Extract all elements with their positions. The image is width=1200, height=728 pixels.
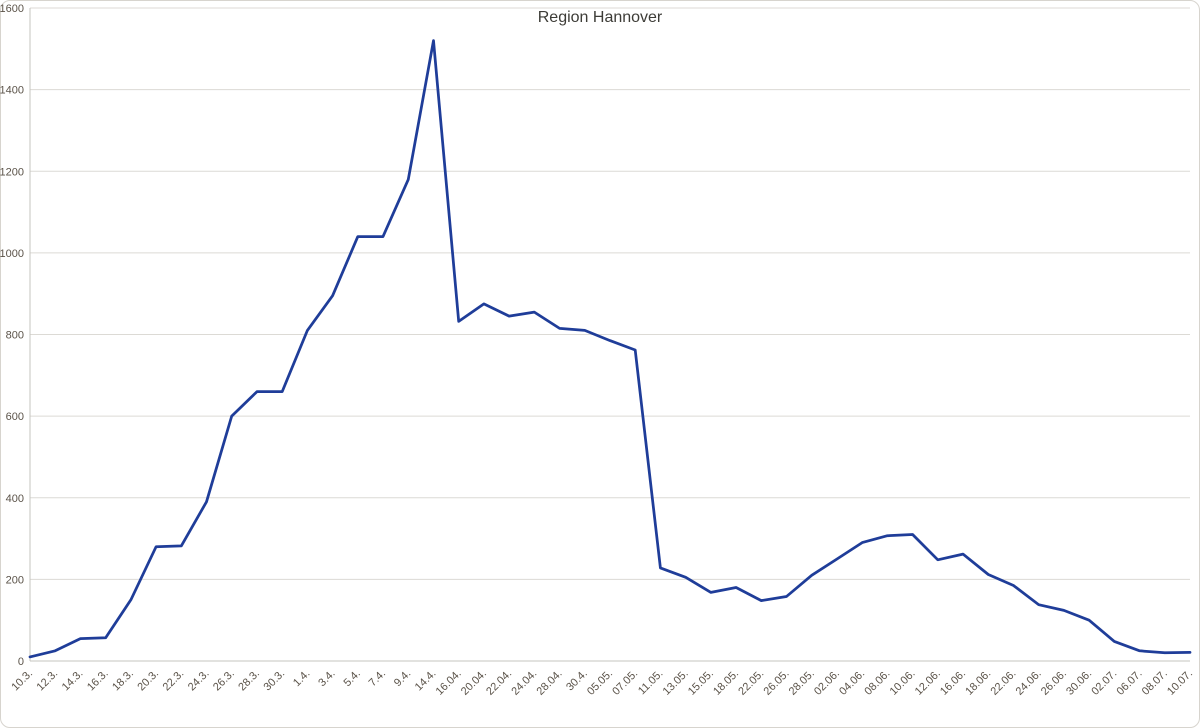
x-tick-label: 02.07. <box>1089 668 1119 698</box>
x-tick-label: 04.06. <box>837 668 867 698</box>
x-tick-label: 13.05. <box>661 668 691 698</box>
x-tick-label: 16.06. <box>938 668 968 698</box>
chart-title: Region Hannover <box>537 9 663 26</box>
x-tick-label: 18.05. <box>711 668 741 698</box>
x-tick-label: 24.06. <box>1014 668 1044 698</box>
x-tick-label: 10.07. <box>1165 668 1195 698</box>
x-tick-label: 9.4. <box>392 668 413 689</box>
x-tick-label: 26.05. <box>762 668 792 698</box>
x-tick-label: 22.04. <box>484 668 514 698</box>
x-tick-label: 12.06. <box>913 668 943 698</box>
x-tick-label: 22.3. <box>161 668 187 694</box>
x-tick-label: 08.07. <box>1140 668 1170 698</box>
x-tick-label: 18.3. <box>110 668 136 694</box>
x-tick-label: 14.3. <box>60 668 86 694</box>
x-tick-label: 20.3. <box>135 668 161 694</box>
data-line-region-hannover <box>28 39 1192 659</box>
x-tick-label: 30.06. <box>1064 668 1094 698</box>
x-tick-label: 28.3. <box>236 668 262 694</box>
x-tick-label: 22.05. <box>736 668 766 698</box>
y-tick-label: 0 <box>18 656 24 668</box>
y-tick-label: 1000 <box>0 248 24 260</box>
x-tick-label: 12.3. <box>35 668 61 694</box>
x-tick-label: 15.05. <box>686 668 716 698</box>
x-tick-label: 07.05. <box>610 668 640 698</box>
y-tick-label: 1600 <box>0 3 24 15</box>
x-tick-label: 06.07. <box>1115 668 1145 698</box>
x-tick-label: 7.4. <box>367 668 388 689</box>
x-tick-label: 16.3. <box>85 668 111 694</box>
x-tick-label: 28.04. <box>535 668 565 698</box>
x-tick-label: 24.04. <box>509 668 539 698</box>
x-tick-label: 26.06. <box>1039 668 1069 698</box>
x-tick-label: 26.3. <box>211 668 237 694</box>
x-tick-label: 22.06. <box>988 668 1018 698</box>
x-tick-label: 10.3. <box>9 668 35 694</box>
x-tick-label: 11.05. <box>636 668 666 698</box>
x-tick-label: 1.4. <box>291 668 312 689</box>
y-tick-label: 600 <box>6 411 24 423</box>
x-tick-label: 08.06. <box>862 668 892 698</box>
x-tick-label: 28.05. <box>787 668 817 698</box>
x-tick-label: 30.3. <box>262 668 288 694</box>
x-tick-label: 05.05. <box>585 668 615 698</box>
x-tick-label: 10.06. <box>888 668 918 698</box>
y-tick-label: 1400 <box>0 85 24 97</box>
y-tick-label: 200 <box>6 574 24 586</box>
x-tick-label: 5.4. <box>341 668 362 689</box>
x-tick-label: 24.3. <box>186 668 212 694</box>
x-tick-label: 16.04. <box>434 668 464 698</box>
x-tick-label: 3.4. <box>316 668 337 689</box>
y-tick-label: 400 <box>6 493 24 505</box>
x-tick-label: 20.04. <box>459 668 489 698</box>
x-tick-label: 02.06. <box>812 668 842 698</box>
y-tick-label: 800 <box>6 330 24 342</box>
y-tick-label: 1200 <box>0 166 24 178</box>
x-tick-label: 18.06. <box>963 668 993 698</box>
